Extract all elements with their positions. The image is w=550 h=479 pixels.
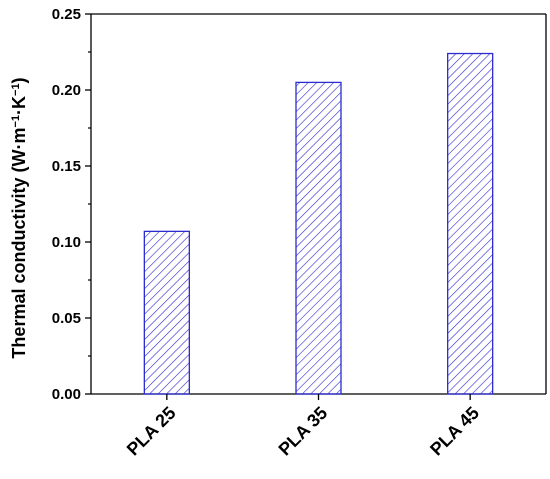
bar-pla-35 xyxy=(295,81,342,395)
y-tick-label: 0.20 xyxy=(52,82,81,99)
y-tick-label: 0.15 xyxy=(52,158,81,175)
plot-area: 0.00 0.05 0.10 0.15 0.20 0.25 PLA 25 PLA 35 PLA … xyxy=(52,6,547,460)
x-tick-label: PLA 25 xyxy=(123,403,180,460)
y-tick-label: 0.05 xyxy=(52,310,81,327)
y-tick-label: 0.10 xyxy=(52,234,81,251)
bar-pla-25 xyxy=(143,230,190,395)
x-tick-label: PLA 35 xyxy=(275,403,332,460)
y-tick-label: 0.25 xyxy=(52,6,81,23)
x-tick-label: PLA 45 xyxy=(426,403,483,460)
bar-pla-45 xyxy=(447,52,494,395)
y-axis-title: Thermal conductivity (W·m−1·K−1) xyxy=(9,77,29,358)
y-tick-label: 0.00 xyxy=(52,386,81,403)
